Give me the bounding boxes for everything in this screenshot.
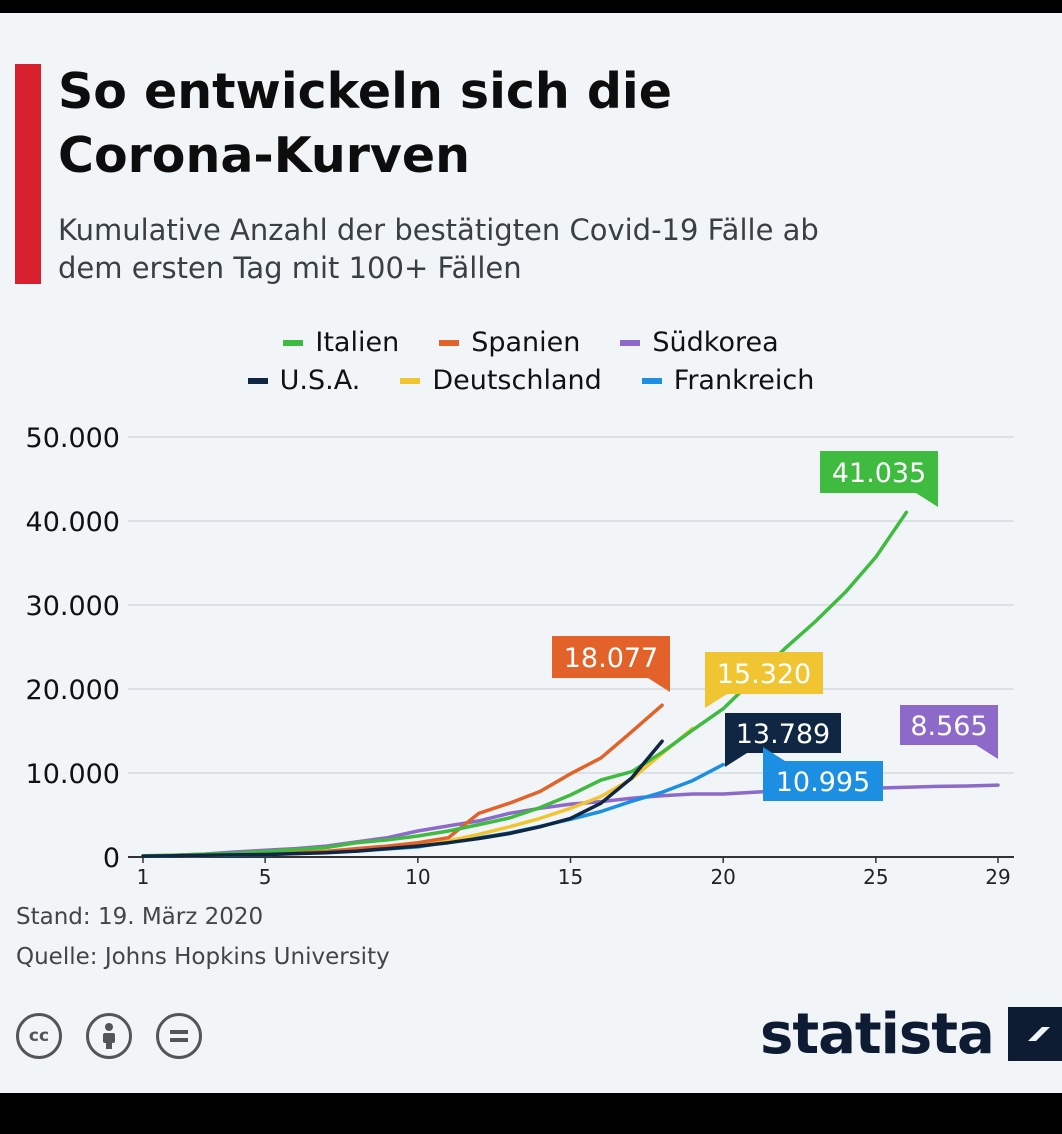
y-tick-label: 50.000 [26, 423, 120, 454]
y-tick-label: 30.000 [26, 591, 120, 622]
legend-label: Südkorea [652, 327, 779, 358]
legend-swatch [283, 339, 304, 346]
data-label-italien: 41.035 [832, 458, 926, 489]
data-label-italien-box [820, 451, 938, 493]
data-label-italien-pointer [916, 493, 938, 507]
accent-bar [15, 64, 41, 284]
chart-subtitle: Kumulative Anzahl der bestätigten Covid-… [58, 211, 1018, 287]
data-label-spanien-box [552, 636, 670, 678]
x-tick-label: 1 [137, 865, 150, 889]
infographic-card [0, 13, 1062, 1093]
license-icons: cc [16, 1013, 202, 1059]
x-tick-label: 25 [863, 865, 888, 889]
legend-label: U.S.A. [279, 365, 361, 396]
data-label-usa-box [725, 713, 841, 753]
attribution-icon[interactable] [86, 1013, 132, 1059]
series-line-usa [141, 739, 664, 858]
title-line-1: So entwickeln sich die [58, 63, 672, 120]
x-tick-label: 15 [558, 865, 583, 889]
y-tick-label: 0 [103, 843, 120, 874]
statista-mark-icon [1007, 1007, 1062, 1061]
legend-item-deutschland: Deutschland [400, 365, 602, 396]
x-tick-label: 5 [259, 865, 272, 889]
subtitle-line-1: Kumulative Anzahl der bestätigten Covid-… [58, 213, 819, 247]
legend-label: Frankreich [673, 365, 815, 396]
legend-swatch [620, 339, 641, 346]
data-label-frankreich-box [763, 761, 883, 801]
data-label-usa-pointer [725, 753, 747, 767]
cc-icon[interactable]: cc [16, 1013, 62, 1059]
legend-label: Spanien [471, 327, 581, 358]
y-tick-label: 40.000 [26, 507, 120, 538]
data-label-sdkorea-box [900, 705, 998, 745]
no-derivatives-icon[interactable] [156, 1013, 202, 1059]
legend-label: Italien [315, 327, 400, 358]
legend-item-spanien: Spanien [439, 327, 580, 358]
legend-row-2: U.S.A. Deutschland Frankreich [0, 365, 1062, 396]
title-line-2: Corona-Kurven [58, 127, 470, 184]
logo-text: statista [760, 1001, 995, 1067]
statista-logo[interactable]: statista [760, 1001, 1062, 1067]
y-tick-label: 10.000 [26, 759, 120, 790]
x-tick-label: 20 [710, 865, 735, 889]
stand-date: Stand: 19. März 2020 [16, 904, 264, 930]
legend-label: Deutschland [432, 365, 602, 396]
legend-row-1: Italien Spanien Südkorea [0, 327, 1062, 358]
legend-item-usa: U.S.A. [247, 365, 361, 396]
data-label-deutschland-pointer [705, 694, 727, 708]
legend-swatch [641, 377, 662, 384]
data-label-frankreich: 10.995 [776, 767, 870, 798]
x-tick-label: 10 [405, 865, 430, 889]
x-tick-label: 29 [985, 865, 1010, 889]
data-label-spanien-pointer [648, 678, 670, 692]
legend-swatch [439, 339, 460, 346]
legend-swatch [247, 377, 268, 384]
subtitle-line-2: dem ersten Tag mit 100+ Fällen [58, 251, 522, 285]
source-text: Quelle: Johns Hopkins University [16, 944, 390, 970]
legend-item-suedkorea: Südkorea [620, 327, 779, 358]
data-label-sdkorea-pointer [976, 745, 998, 759]
data-label-spanien: 18.077 [564, 643, 658, 674]
data-label-usa: 13.789 [736, 719, 830, 750]
legend-swatch [400, 377, 421, 384]
data-label-deutschland-box [705, 652, 823, 694]
data-label-deutschland: 15.320 [717, 659, 811, 690]
legend-item-italien: Italien [283, 327, 399, 358]
data-label-frankreich-pointer [763, 747, 785, 761]
data-label-sdkorea: 8.565 [910, 711, 987, 742]
y-tick-label: 20.000 [26, 675, 120, 706]
legend-item-frankreich: Frankreich [641, 365, 815, 396]
page-title: So entwickeln sich die Corona-Kurven [58, 60, 1018, 188]
